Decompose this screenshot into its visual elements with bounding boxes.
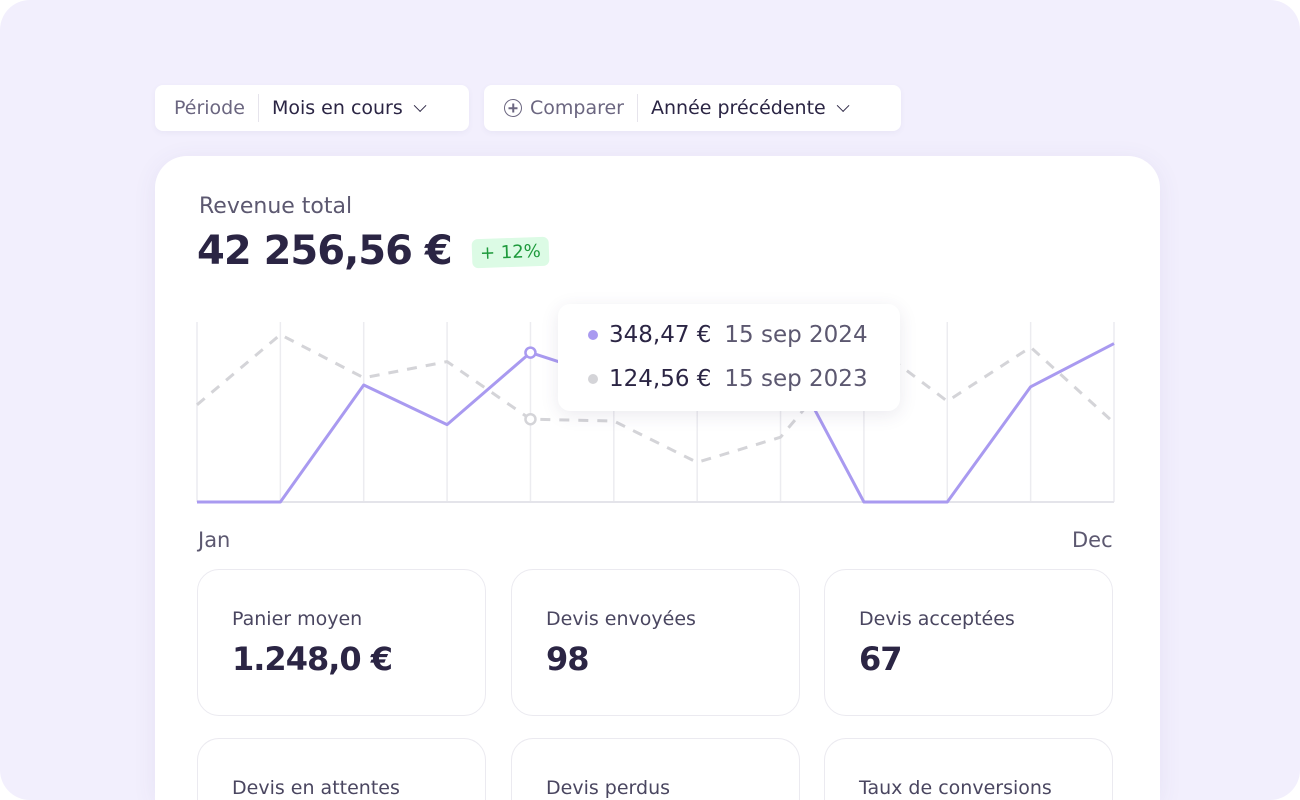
stat-card: Devis en attentes — [197, 738, 486, 800]
stat-label: Devis acceptées — [859, 608, 1015, 630]
tooltip-current-date: 15 sep 2024 — [724, 322, 868, 348]
period-label: Période — [174, 97, 245, 119]
tooltip-row-current: 348,47 € 15 sep 2024 — [588, 322, 868, 348]
compare-filter[interactable]: Comparer Année précédente — [484, 85, 901, 131]
stat-card: Devis acceptées 67 — [824, 569, 1113, 716]
divider — [257, 94, 259, 122]
stat-label: Devis en attentes — [232, 777, 400, 799]
period-filter[interactable]: Période Mois en cours — [155, 85, 469, 131]
chart-tooltip: 348,47 € 15 sep 2024 124,56 € 15 sep 202… — [558, 304, 900, 411]
tooltip-previous-value: 124,56 € — [609, 366, 712, 392]
stat-card: Panier moyen 1.248,0 € — [197, 569, 486, 716]
previous-year-line — [196, 333, 1116, 464]
x-axis-start-label: Jan — [198, 528, 231, 552]
stat-label: Devis envoyées — [546, 608, 696, 630]
revenue-label: Revenue total — [199, 194, 353, 219]
stat-label: Panier moyen — [232, 608, 363, 630]
x-axis-end-label: Dec — [1072, 528, 1113, 552]
stat-card: Devis perdus — [511, 738, 800, 800]
stat-value: 98 — [546, 640, 590, 678]
divider — [637, 94, 638, 122]
current-series-dot — [588, 330, 598, 340]
revenue-value: 42 256,56 € — [197, 228, 453, 274]
stat-label: Taux de conversions — [859, 777, 1052, 799]
previous-series-dot — [588, 374, 598, 384]
stat-value: 1.248,0 € — [232, 640, 393, 678]
plus-circle-icon — [504, 99, 522, 117]
previous-highlight-point — [524, 412, 537, 426]
compare-value: Année précédente — [651, 97, 826, 119]
revenue-chart[interactable] — [0, 0, 1300, 560]
tooltip-previous-date: 15 sep 2023 — [724, 366, 868, 392]
stat-card: Taux de conversions — [824, 738, 1113, 800]
compare-label: Comparer — [530, 97, 624, 119]
stat-value: 67 — [859, 640, 903, 678]
tooltip-current-value: 348,47 € — [609, 322, 712, 348]
current-highlight-point — [524, 346, 537, 359]
tooltip-row-previous: 124,56 € 15 sep 2023 — [588, 366, 868, 392]
stat-card: Devis envoyées 98 — [511, 569, 800, 716]
period-value: Mois en cours — [271, 97, 403, 119]
stat-label: Devis perdus — [546, 777, 671, 799]
